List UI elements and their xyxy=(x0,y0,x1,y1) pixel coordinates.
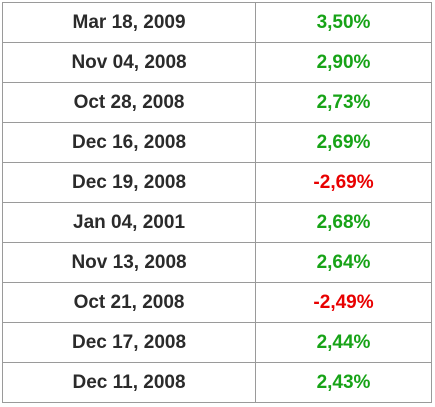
table-row: Nov 04, 2008 2,90% xyxy=(1,42,432,83)
change-cell: 2,90% xyxy=(255,42,432,83)
table-row: Dec 16, 2008 2,69% xyxy=(1,122,432,163)
data-table: Mar 18, 2009 3,50% Nov 04, 2008 2,90% Oct 28… xyxy=(1,2,432,403)
date-cell: Dec 16, 2008 xyxy=(1,122,257,163)
change-cell: -2,69% xyxy=(255,162,432,203)
date-cell: Mar 18, 2009 xyxy=(1,2,257,43)
change-cell: -2,49% xyxy=(255,282,432,323)
table-row: Dec 17, 2008 2,44% xyxy=(1,322,432,363)
change-cell: 2,43% xyxy=(255,362,432,403)
table-row: Mar 18, 2009 3,50% xyxy=(1,2,432,43)
table-body: Mar 18, 2009 3,50% Nov 04, 2008 2,90% Oct 28… xyxy=(1,2,432,403)
table-row: Nov 13, 2008 2,64% xyxy=(1,242,432,283)
date-cell: Jan 04, 2001 xyxy=(1,202,257,243)
date-cell: Nov 04, 2008 xyxy=(1,42,257,83)
table-row: Dec 19, 2008 -2,69% xyxy=(1,162,432,203)
change-cell: 2,73% xyxy=(255,82,432,123)
change-cell: 2,44% xyxy=(255,322,432,363)
change-cell: 3,50% xyxy=(255,2,432,43)
date-cell: Dec 11, 2008 xyxy=(1,362,257,403)
date-cell: Oct 28, 2008 xyxy=(1,82,257,123)
table-row: Jan 04, 2001 2,68% xyxy=(1,202,432,243)
date-cell: Dec 19, 2008 xyxy=(1,162,257,203)
date-cell: Dec 17, 2008 xyxy=(1,322,257,363)
change-cell: 2,69% xyxy=(255,122,432,163)
table-row: Dec 11, 2008 2,43% xyxy=(1,362,432,403)
date-cell: Oct 21, 2008 xyxy=(1,282,257,323)
change-cell: 2,68% xyxy=(255,202,432,243)
table-row: Oct 21, 2008 -2,49% xyxy=(1,282,432,323)
table-row: Oct 28, 2008 2,73% xyxy=(1,82,432,123)
date-cell: Nov 13, 2008 xyxy=(1,242,257,283)
change-cell: 2,64% xyxy=(255,242,432,283)
